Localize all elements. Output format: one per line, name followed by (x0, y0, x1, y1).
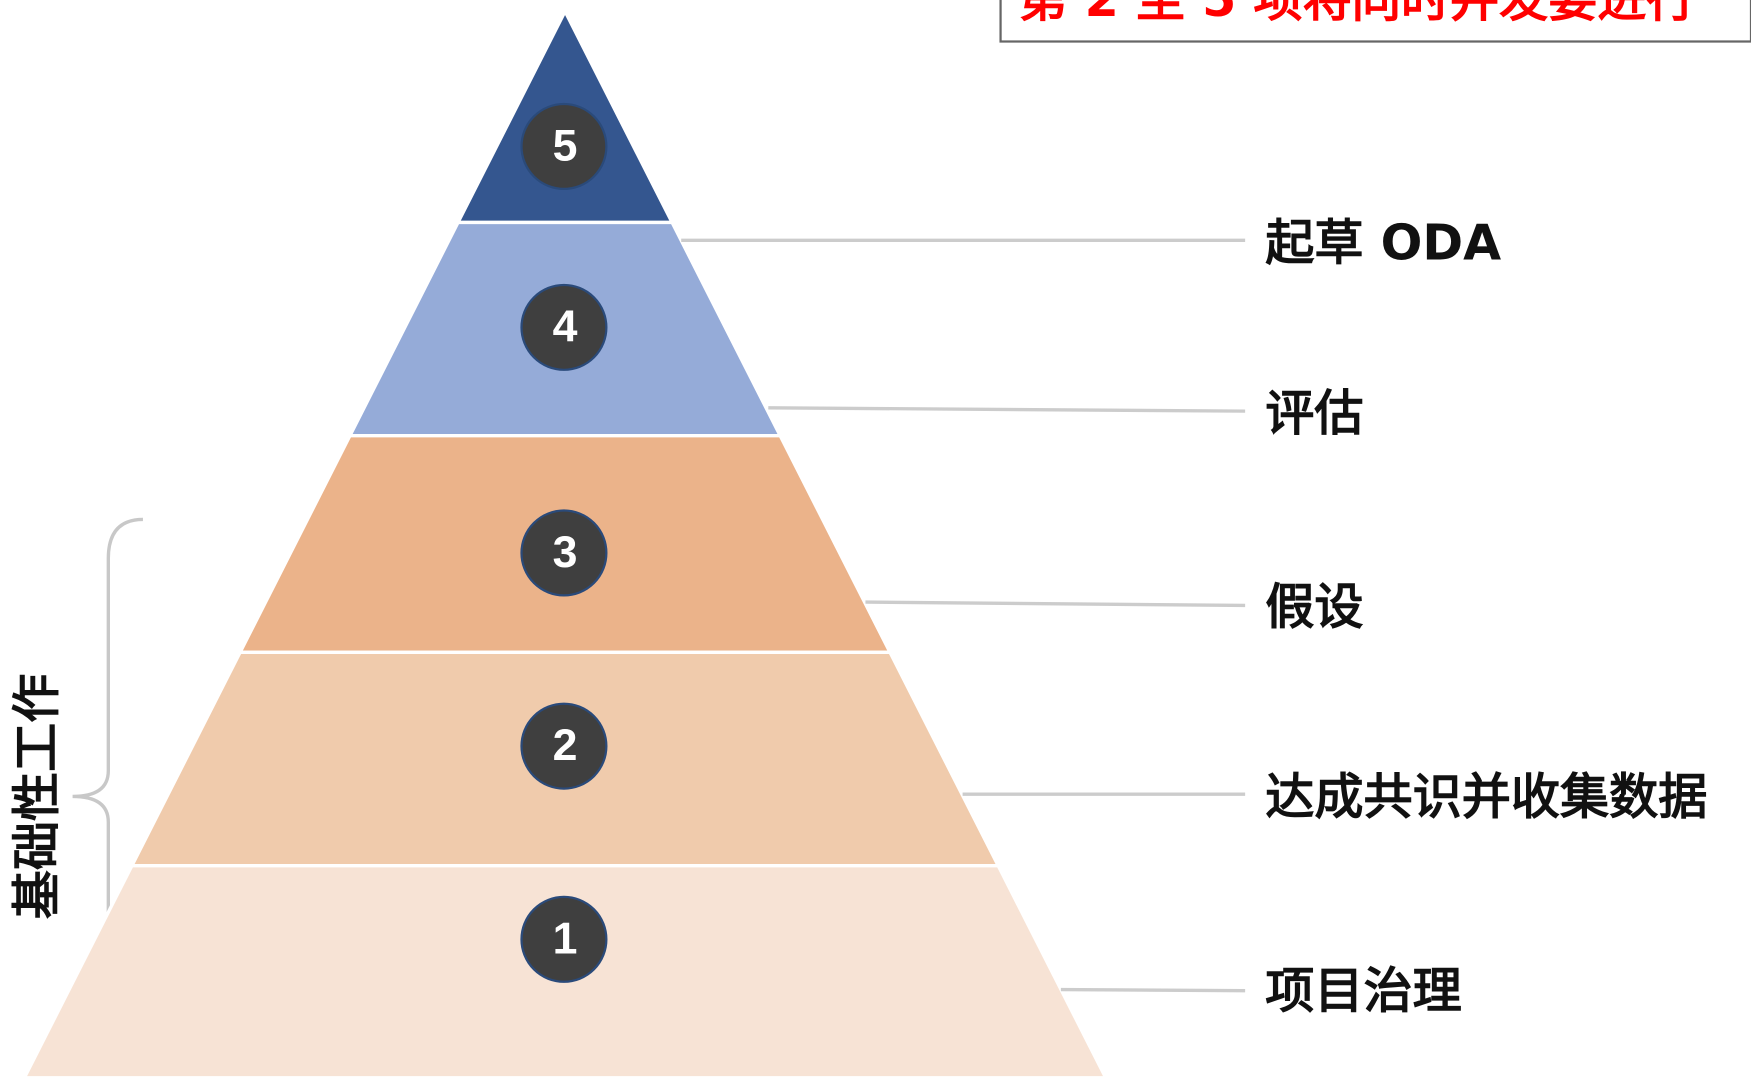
layer-label: 假设 (1265, 577, 1363, 635)
layer-label: 起草 ODA (1265, 213, 1501, 271)
layer-badge (520, 102, 608, 191)
layer-number: 4 (553, 302, 578, 351)
layer-number: 5 (553, 122, 578, 171)
leader-line (1060, 987, 1246, 993)
layer-label: 达成共识并收集数据 (1265, 767, 1707, 825)
layer-badge (520, 702, 608, 790)
note: 第 2 至 5 项将同时并发要进行 (1018, 0, 1695, 28)
layer-badge (520, 509, 608, 597)
note-box (999, 0, 1751, 43)
layer-label: 项目治理 (1265, 962, 1462, 1020)
leader-line (768, 406, 1246, 413)
layer-number: 3 (553, 528, 578, 577)
side-label: 基础性工作 (8, 674, 66, 920)
layer-number: 2 (553, 721, 578, 770)
layer-label: 评估 (1265, 384, 1363, 442)
layer-number: 1 (553, 914, 578, 963)
layer-badge (520, 283, 608, 371)
layer-badge (520, 895, 608, 983)
leader-line (865, 600, 1246, 608)
